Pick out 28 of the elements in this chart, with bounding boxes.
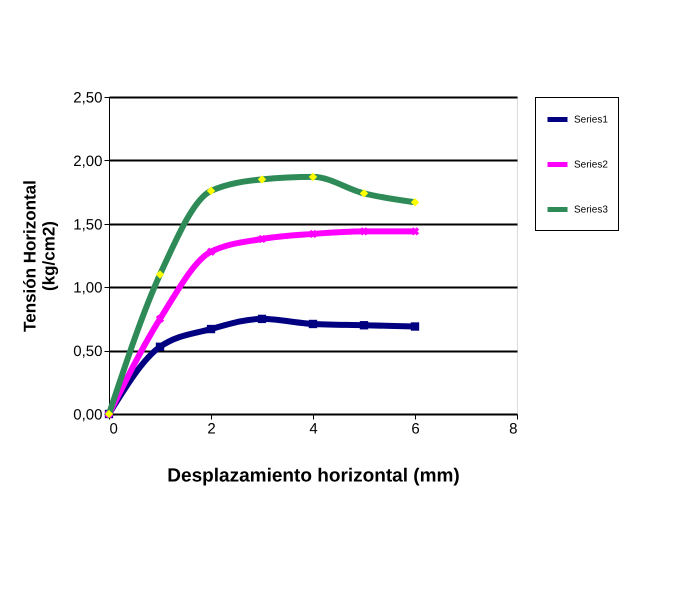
x-tick-label: 8 [509, 420, 518, 438]
y-tick-label: 1,00 [73, 280, 102, 297]
point [258, 314, 266, 324]
point [410, 227, 420, 236]
x-axis-title: Desplazamiento horizontal (mm) [167, 466, 460, 486]
point [308, 230, 318, 238]
y-tick-label: 0,00 [73, 406, 102, 424]
point [156, 314, 164, 324]
y-tick-label: 2,00 [73, 152, 102, 170]
y-tick-label: 2,50 [73, 90, 102, 106]
point [360, 227, 368, 236]
legend-label: Series3 [574, 204, 608, 216]
x-tick-label: 6 [411, 420, 420, 438]
legend-label: Series1 [574, 114, 608, 126]
point [206, 324, 216, 334]
point [308, 320, 318, 328]
y-tick-label: 0,50 [73, 343, 102, 360]
x-tick-label: 4 [309, 420, 318, 438]
legend-label: Series2 [574, 160, 608, 170]
point [410, 322, 420, 331]
point [258, 234, 266, 244]
y-tick-label: 1,50 [73, 216, 102, 234]
point [156, 342, 164, 351]
point [360, 321, 368, 330]
x-tick-label: 2 [207, 420, 216, 438]
point [206, 248, 216, 256]
x-tick-label: 0 [110, 420, 118, 438]
y-axis-title: Tensión Horizontal (kg/cm2) [20, 180, 58, 332]
